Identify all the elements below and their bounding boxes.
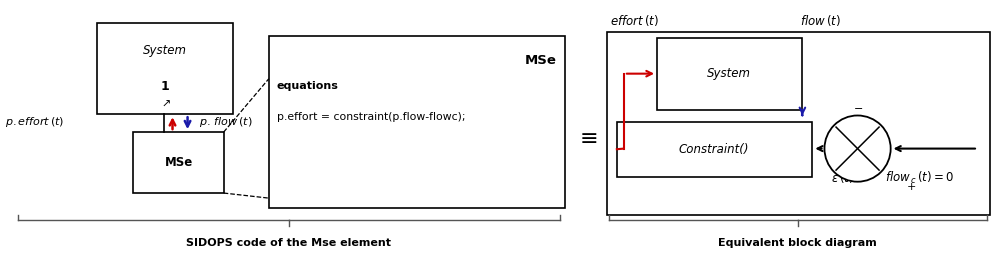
Text: $\mathit{flow}\,(t)$: $\mathit{flow}\,(t)$: [800, 13, 841, 28]
Text: Constraint(): Constraint(): [678, 143, 748, 156]
Text: Equivalent block diagram: Equivalent block diagram: [717, 237, 876, 248]
Text: $-$: $-$: [852, 102, 862, 112]
Text: $+$: $+$: [905, 181, 915, 192]
Text: MSe: MSe: [524, 54, 556, 68]
Text: System: System: [142, 44, 186, 57]
Text: $p.effort\,(t)$: $p.effort\,(t)$: [5, 115, 64, 129]
Bar: [606, 32, 989, 215]
Text: System: System: [706, 67, 750, 80]
Text: $\mathit{effort}\,(t)$: $\mathit{effort}\,(t)$: [609, 13, 658, 28]
Text: $p.\,\mathit{flow}\,(t)$: $p.\,\mathit{flow}\,(t)$: [198, 115, 252, 129]
Text: $\nearrow$: $\nearrow$: [158, 99, 170, 109]
Text: $\equiv$: $\equiv$: [575, 127, 597, 147]
Text: equations: equations: [277, 81, 339, 91]
Text: $\mathbf{1}$: $\mathbf{1}$: [159, 80, 169, 93]
Text: SIDOPS code of the Mse element: SIDOPS code of the Mse element: [186, 237, 391, 248]
Text: p.effort = constraint(p.flow-flowc);: p.effort = constraint(p.flow-flowc);: [277, 112, 465, 122]
Text: MSe: MSe: [164, 156, 192, 169]
Text: $\varepsilon\,(t)$: $\varepsilon\,(t)$: [831, 170, 853, 185]
Ellipse shape: [824, 116, 890, 182]
Bar: [656, 38, 802, 110]
Text: $\mathit{flow}_{\,c}\,(t)=0$: $\mathit{flow}_{\,c}\,(t)=0$: [884, 170, 953, 186]
Bar: [616, 122, 812, 177]
Bar: [133, 132, 223, 193]
Bar: [269, 36, 564, 208]
Bar: [97, 23, 232, 114]
